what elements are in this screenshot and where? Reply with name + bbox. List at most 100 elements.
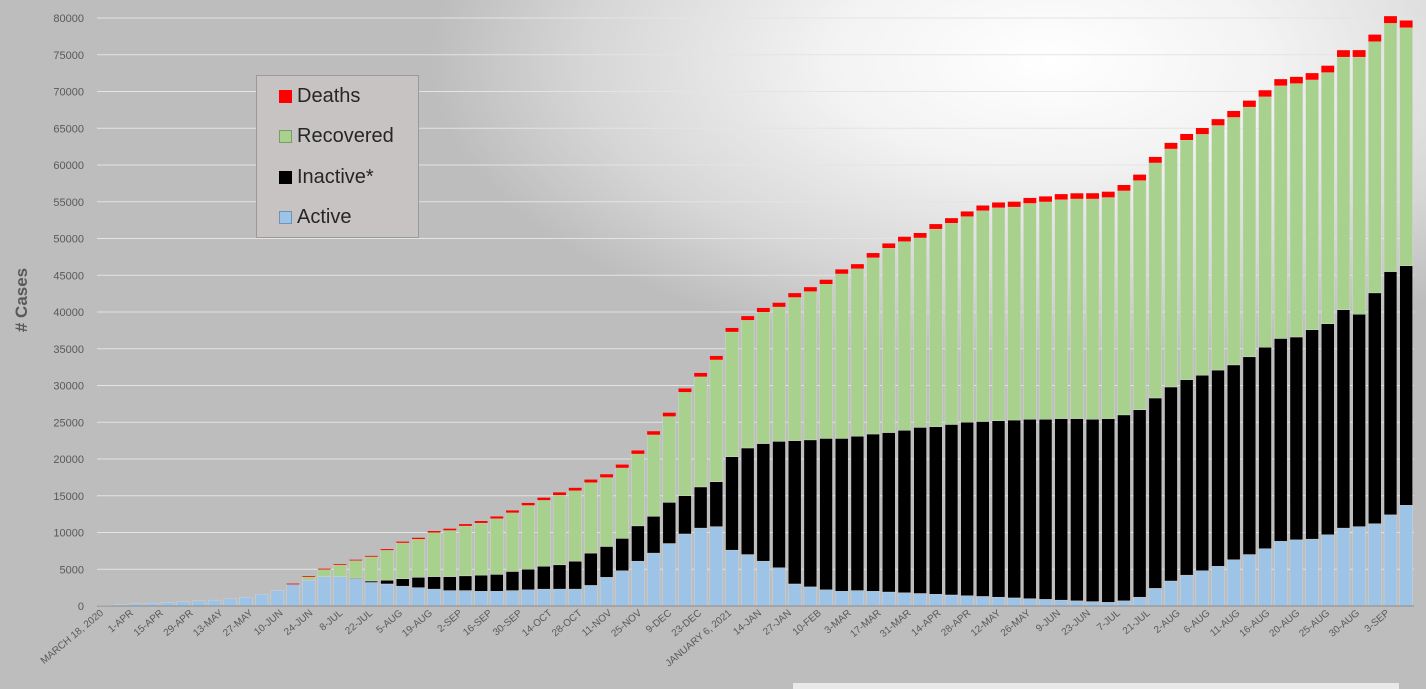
x-tick-label: 19-AUG xyxy=(400,608,435,640)
bar-segment-recovered xyxy=(756,311,770,444)
bar-segment-active xyxy=(552,588,567,607)
bar-segment-recovered xyxy=(380,549,394,581)
bar-segment-active xyxy=(803,586,818,607)
bar-segment-active xyxy=(772,567,786,607)
bar-segment-deaths xyxy=(819,279,833,285)
bar-segment-recovered xyxy=(458,525,473,577)
bar-segment-active xyxy=(396,585,410,607)
bar-segment-active xyxy=(1132,596,1147,607)
bar-segment-recovered xyxy=(1242,106,1257,358)
bar-segment-active xyxy=(443,590,457,607)
bar-segment-recovered xyxy=(1164,148,1178,388)
bar-segment-recovered xyxy=(1038,201,1053,420)
bar-segment-inactive xyxy=(1336,309,1351,529)
bar-segment-recovered xyxy=(897,241,912,431)
bar-segment-active xyxy=(1258,548,1272,607)
bar-segment-deaths xyxy=(1086,193,1100,199)
bar-segment-active xyxy=(835,591,849,607)
bar-segment-active xyxy=(913,593,927,607)
bar-segment-recovered xyxy=(1085,198,1100,420)
x-tick-label: 21-JUL xyxy=(1121,608,1153,637)
bar-segment-active xyxy=(364,582,379,607)
bar-segment-active xyxy=(631,560,645,607)
legend-item-active: Active xyxy=(279,205,351,229)
bar-segment-inactive xyxy=(1132,409,1147,598)
bar-segment-active xyxy=(897,592,912,607)
bar-segment-inactive xyxy=(1148,397,1162,589)
bar-segment-inactive xyxy=(537,566,551,590)
bar-segment-deaths xyxy=(725,327,739,332)
bar-segment-deaths xyxy=(898,236,911,242)
bar-segment-recovered xyxy=(709,359,723,482)
bar-segment-active xyxy=(725,549,739,607)
x-tick-label: 10-JUN xyxy=(252,608,285,638)
legend-swatch-deaths xyxy=(279,89,292,103)
y-tick-label: 50000 xyxy=(53,234,84,246)
bar-segment-inactive xyxy=(756,443,770,562)
bar-segment-inactive xyxy=(1023,419,1037,599)
bar-segment-active xyxy=(646,552,661,607)
x-tick-label: 14-APR xyxy=(909,608,943,639)
bar-segment-deaths xyxy=(286,583,300,585)
bar-segment-inactive xyxy=(458,575,473,591)
bar-segment-recovered xyxy=(427,532,441,577)
bar-segment-inactive xyxy=(866,433,880,592)
bar-segment-active xyxy=(1211,566,1225,607)
bar-segment-active xyxy=(1368,523,1382,607)
bar-segment-recovered xyxy=(694,376,708,488)
bar-segment-deaths xyxy=(678,388,692,393)
bar-segment-recovered xyxy=(1023,203,1037,420)
bar-segment-deaths xyxy=(913,232,927,238)
bar-segment-active xyxy=(819,589,833,607)
bar-segment-deaths xyxy=(317,568,331,570)
bar-segment-deaths xyxy=(694,372,708,377)
bar-segment-recovered xyxy=(584,482,598,554)
bar-segment-inactive xyxy=(772,441,786,568)
bar-segment-recovered xyxy=(803,291,818,441)
bar-segment-deaths xyxy=(756,307,770,312)
y-axis-ticks: 0 5000 10000 15000 20000 25000 30000 35000 40000… xyxy=(53,13,84,613)
bar-segment-deaths xyxy=(1399,20,1413,28)
bar-segment-inactive xyxy=(1195,375,1209,571)
bar-segment-deaths xyxy=(427,531,441,533)
legend-item-deaths: Deaths xyxy=(279,84,360,108)
x-tick-label: 31-MAR xyxy=(878,608,913,640)
bar-segment-active xyxy=(1038,599,1053,607)
x-tick-label: 17-MAR xyxy=(848,608,883,640)
bar-segment-recovered xyxy=(1007,206,1021,421)
bar-segment-active xyxy=(1242,554,1257,607)
bar-segment-inactive xyxy=(490,574,504,592)
bar-segment-inactive xyxy=(709,481,723,527)
bar-segment-recovered xyxy=(1305,79,1319,330)
bar-segment-deaths xyxy=(1101,191,1115,198)
bar-segment-active xyxy=(537,588,551,607)
y-tick-label: 5000 xyxy=(60,564,84,576)
bar-segment-deaths xyxy=(1211,119,1225,126)
y-tick-label: 40000 xyxy=(53,307,84,319)
bar-segment-deaths xyxy=(1148,156,1162,163)
bar-segment-recovered xyxy=(1321,72,1335,324)
bar-segment-recovered xyxy=(1258,96,1272,348)
bar-segment-deaths xyxy=(380,549,394,551)
bar-segment-deaths xyxy=(662,412,676,417)
bar-segment-deaths xyxy=(1164,142,1178,149)
x-tick-label: 27-JAN xyxy=(761,608,794,638)
bar-segment-deaths xyxy=(1054,194,1068,200)
x-tick-label: 16-SEP xyxy=(461,608,495,639)
bar-segment-deaths xyxy=(709,355,723,360)
bar-segment-active xyxy=(1148,588,1162,607)
bar-segment-deaths xyxy=(1384,16,1397,24)
bar-segment-inactive xyxy=(1085,419,1100,602)
bottom-strip xyxy=(793,683,1399,689)
bar-segment-recovered xyxy=(1336,56,1351,310)
legend-label-active: Active xyxy=(297,205,352,228)
x-tick-label: 13-MAY xyxy=(191,608,225,639)
bar-segment-deaths xyxy=(647,431,661,435)
bar-segment-active xyxy=(490,591,504,607)
x-tick-label: 10-FEB xyxy=(791,608,824,638)
bar-segment-active xyxy=(599,577,614,607)
bar-segment-active xyxy=(458,590,473,607)
bar-segment-inactive xyxy=(1399,265,1413,506)
bar-segment-recovered xyxy=(741,319,755,449)
